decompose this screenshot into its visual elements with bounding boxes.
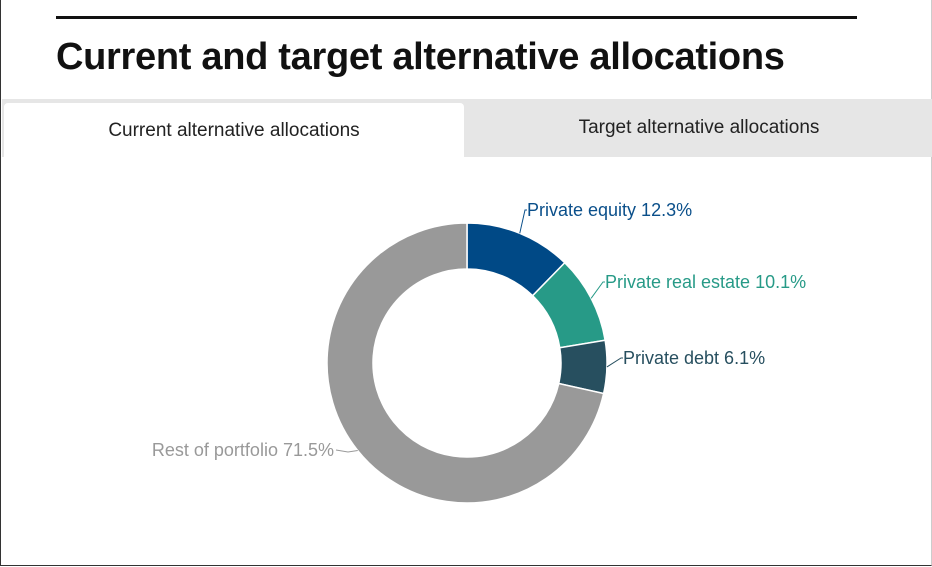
slice-rest-of-portfolio[interactable] xyxy=(326,222,605,504)
leader-line-private-real-estate xyxy=(590,281,605,299)
leader-line-private-equity xyxy=(519,209,527,234)
leader-line-private-debt xyxy=(606,357,623,368)
slice-label-private-real-estate: Private real estate 10.1% xyxy=(605,272,806,292)
tab-target-allocations[interactable]: Target alternative allocations xyxy=(466,99,932,157)
slice-label-private-equity: Private equity 12.3% xyxy=(527,200,692,220)
slice-label-private-debt: Private debt 6.1% xyxy=(623,348,765,368)
page-title: Current and target alternative allocatio… xyxy=(56,36,785,78)
tab-current-allocations[interactable]: Current alternative allocations xyxy=(4,103,464,159)
slice-label-rest-of-portfolio: Rest of portfolio 71.5% xyxy=(152,440,334,460)
leader-line-rest-of-portfolio xyxy=(335,449,358,453)
tab-bar: Current alternative allocations Target a… xyxy=(2,99,932,159)
title-rule xyxy=(56,16,857,19)
